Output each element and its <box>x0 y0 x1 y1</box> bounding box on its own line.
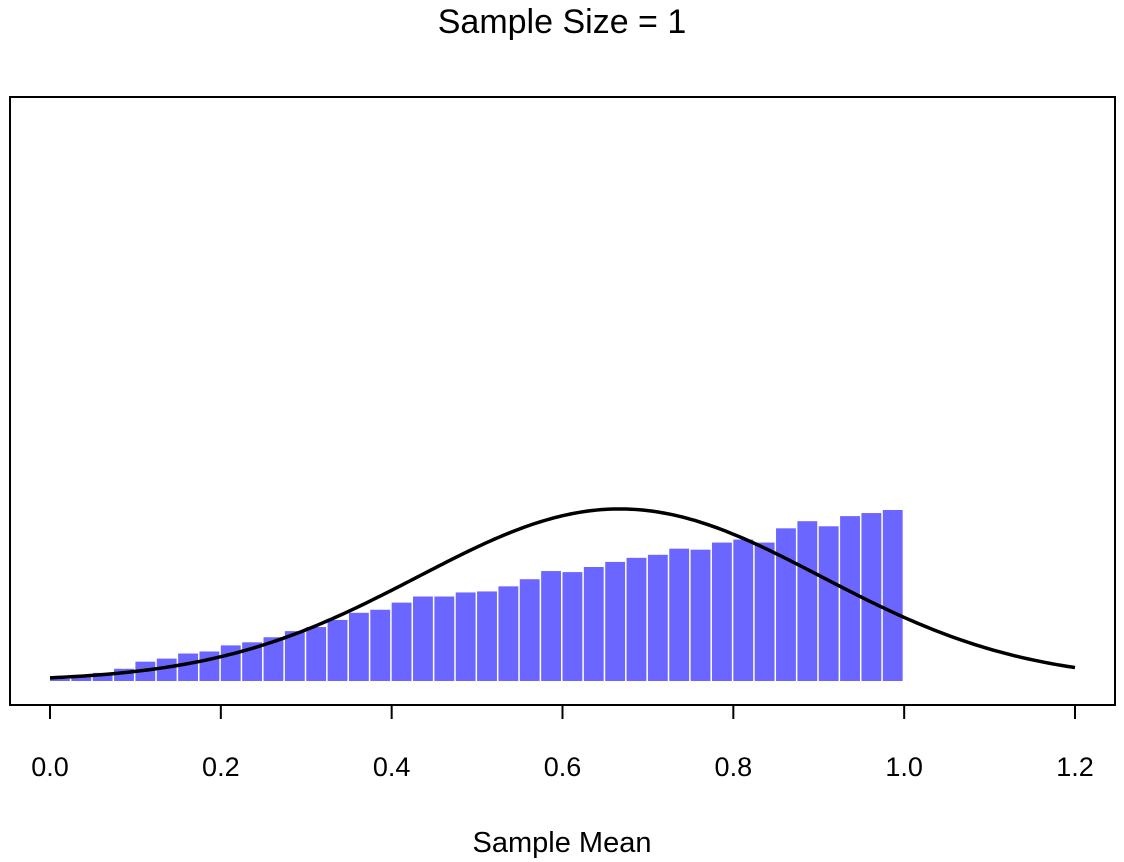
histogram-bar <box>690 549 711 681</box>
histogram-bar <box>477 591 497 681</box>
histogram-bar <box>434 596 455 681</box>
histogram-bar <box>605 561 626 681</box>
histogram-bar <box>178 653 198 681</box>
x-tick-label: 0.6 <box>544 752 582 782</box>
histogram-bar <box>562 572 583 681</box>
histogram-bar <box>92 672 113 681</box>
x-tick-label: 1.2 <box>1056 752 1094 782</box>
histogram-bar <box>669 548 690 681</box>
histogram-bar <box>711 542 732 681</box>
histogram-bar <box>733 539 754 681</box>
histogram-bar <box>284 631 305 682</box>
histogram-bar <box>541 571 561 681</box>
histogram-bar <box>519 579 540 681</box>
histogram-bar <box>797 521 818 681</box>
histogram-bar <box>861 513 882 681</box>
x-tick-label: 0.4 <box>373 752 411 782</box>
histogram-bar <box>413 596 433 681</box>
histogram-bar <box>840 516 860 681</box>
histogram-bar <box>156 658 177 681</box>
histogram-bar <box>391 602 412 682</box>
histogram-bar <box>50 678 70 681</box>
x-tick-label: 1.0 <box>885 752 923 782</box>
histogram-bar <box>370 609 391 681</box>
histogram-bar <box>71 674 92 681</box>
x-tick-label: 0.2 <box>202 752 240 782</box>
histogram-bar <box>498 586 519 681</box>
histogram-bar <box>199 651 220 681</box>
x-axis-label: Sample Mean <box>473 827 652 859</box>
histogram-bar <box>626 557 647 681</box>
histogram-bar <box>882 510 903 681</box>
histogram-bar <box>754 542 775 681</box>
histogram-bar <box>242 642 263 681</box>
histogram-bar <box>647 554 668 681</box>
histogram-bar <box>776 528 796 681</box>
histogram-bar <box>583 567 604 681</box>
histogram-bar <box>348 612 369 681</box>
x-tick-label: 0.0 <box>31 752 69 782</box>
histogram-bar <box>306 627 327 681</box>
histogram-bar <box>327 619 348 681</box>
x-axis: 0.0 0.2 0.4 0.6 0.8 1.0 1.2 <box>31 704 1094 782</box>
histogram-bar <box>263 637 284 681</box>
histogram-bar <box>455 592 476 681</box>
x-tick-label: 0.8 <box>715 752 753 782</box>
histogram-bar <box>818 526 839 681</box>
density-curve <box>49 507 1076 680</box>
chart-title: Sample Size = 1 <box>438 3 687 41</box>
histogram-bars <box>50 510 903 682</box>
